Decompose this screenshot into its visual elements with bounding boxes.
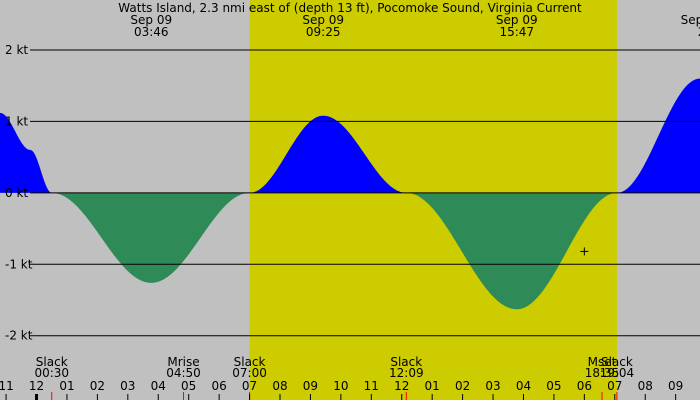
hour-label: 08 bbox=[638, 379, 653, 393]
extreme-time-label: 09:25 bbox=[306, 25, 341, 39]
hour-label: 04 bbox=[516, 379, 531, 393]
hour-label: 12 bbox=[29, 379, 44, 393]
hour-label: 03 bbox=[485, 379, 500, 393]
hour-label: 01 bbox=[59, 379, 74, 393]
event-label: Slack bbox=[234, 355, 266, 369]
hour-label: 12 bbox=[394, 379, 409, 393]
extreme-date-label: Sep 09 bbox=[302, 13, 344, 27]
hour-label: 11 bbox=[364, 379, 379, 393]
extreme-time-label: 15:47 bbox=[499, 25, 534, 39]
event-time-label: 00:30 bbox=[34, 366, 69, 380]
chart-title: Watts Island, 2.3 nmi east of (depth 13 … bbox=[118, 1, 582, 15]
y-tick-label: 2 kt bbox=[5, 43, 28, 57]
hour-label: 06 bbox=[211, 379, 226, 393]
event-time-label: 12:09 bbox=[389, 366, 424, 380]
event-label: Mset bbox=[588, 355, 617, 369]
hour-label: 01 bbox=[425, 379, 440, 393]
extreme-date-label: Sep 09 bbox=[130, 13, 172, 27]
hour-label: 02 bbox=[455, 379, 470, 393]
hour-label: 09 bbox=[668, 379, 683, 393]
hour-label: 08 bbox=[272, 379, 287, 393]
event-time-label: 07:00 bbox=[232, 366, 267, 380]
y-tick-label: -1 kt bbox=[5, 257, 33, 271]
hour-label: 07 bbox=[242, 379, 257, 393]
y-tick-label: 0 kt bbox=[5, 186, 28, 200]
hour-label: 10 bbox=[333, 379, 348, 393]
extreme-date-label: Sep 09 bbox=[496, 13, 538, 27]
y-tick-label: -2 kt bbox=[5, 329, 33, 343]
event-label: Slack bbox=[390, 355, 422, 369]
hour-label: 02 bbox=[90, 379, 105, 393]
event-label: Slack bbox=[36, 355, 68, 369]
event-label: Mrise bbox=[167, 355, 199, 369]
extreme-time-label: 03:46 bbox=[134, 25, 169, 39]
y-tick-label: 1 kt bbox=[5, 114, 28, 128]
ebb-current-area bbox=[53, 192, 618, 310]
hour-label: 04 bbox=[151, 379, 166, 393]
hour-label: 06 bbox=[577, 379, 592, 393]
event-time-label: 18:35 bbox=[585, 366, 620, 380]
event-label: Slack bbox=[601, 355, 633, 369]
event-time-label: 19:04 bbox=[600, 366, 635, 380]
hour-label: 05 bbox=[546, 379, 561, 393]
flood-current-area bbox=[0, 78, 700, 193]
hour-label: 05 bbox=[181, 379, 196, 393]
hour-label: 09 bbox=[303, 379, 318, 393]
extreme-date-label: Sep 09 bbox=[681, 13, 700, 27]
extreme-time-label: 2 bbox=[698, 25, 700, 39]
hour-label: 03 bbox=[120, 379, 135, 393]
event-time-label: 04:50 bbox=[166, 366, 201, 380]
hour-label: 07 bbox=[607, 379, 622, 393]
hour-label: 11 bbox=[0, 379, 14, 393]
